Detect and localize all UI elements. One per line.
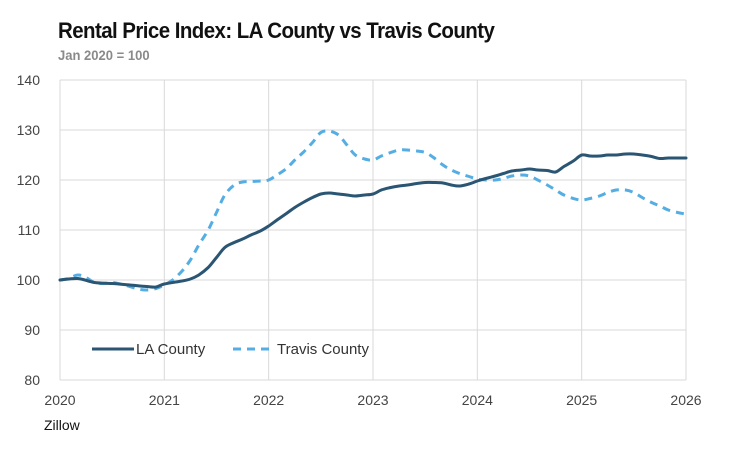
- chart-subtitle: Jan 2020 = 100: [58, 47, 150, 63]
- x-tick-label-2026: 2026: [670, 392, 701, 408]
- legend: LA County Travis County: [92, 341, 369, 358]
- axis-labels: 80 90 100 110 120 130 140 2020 2021 2022 2023 2024 2…: [17, 72, 702, 408]
- x-tick-label-2022: 2022: [253, 392, 284, 408]
- grid-lines: [59, 79, 687, 381]
- y-tick-label-80: 80: [24, 372, 40, 388]
- x-tick-label-2025: 2025: [566, 392, 597, 408]
- y-tick-label-110: 110: [18, 222, 41, 238]
- chart-title: Rental Price Index: LA County vs Travis …: [58, 18, 495, 43]
- legend-label-travis-county: Travis County: [277, 341, 369, 358]
- y-tick-label-120: 120: [17, 172, 41, 188]
- y-tick-label-100: 100: [17, 272, 41, 288]
- x-tick-label-2024: 2024: [462, 392, 493, 408]
- x-tick-label-2021: 2021: [149, 392, 180, 408]
- x-tick-label-2020: 2020: [44, 392, 75, 408]
- y-tick-label-90: 90: [24, 322, 40, 338]
- y-tick-label-130: 130: [17, 122, 41, 138]
- source-label: Zillow: [44, 417, 80, 433]
- legend-label-la-county: LA County: [136, 341, 206, 358]
- series-line-la-county: [58, 152, 688, 289]
- series-layer: [58, 129, 688, 292]
- y-tick-label-140: 140: [17, 72, 41, 88]
- x-tick-label-2023: 2023: [357, 392, 388, 408]
